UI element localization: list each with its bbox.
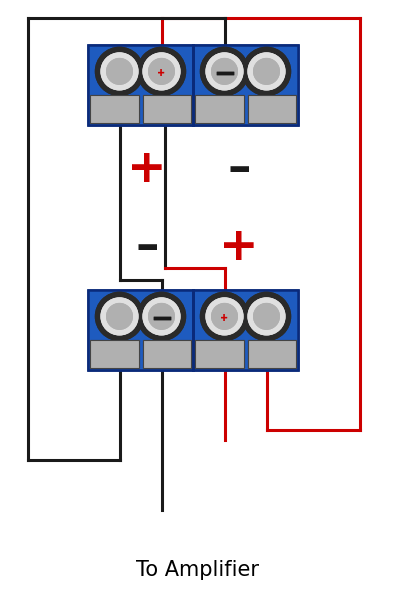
- Circle shape: [149, 59, 174, 84]
- Bar: [247, 95, 296, 123]
- Circle shape: [212, 59, 237, 84]
- Circle shape: [212, 304, 237, 329]
- Bar: [143, 340, 191, 368]
- Bar: [195, 340, 243, 368]
- Circle shape: [254, 59, 279, 84]
- Circle shape: [254, 304, 279, 329]
- Circle shape: [96, 47, 143, 95]
- Bar: [247, 340, 296, 368]
- Bar: [193, 45, 298, 125]
- Circle shape: [101, 53, 138, 90]
- Circle shape: [137, 292, 185, 340]
- Text: +: +: [220, 313, 229, 323]
- Circle shape: [254, 59, 279, 84]
- Text: –: –: [227, 148, 251, 193]
- Circle shape: [101, 298, 138, 335]
- Bar: [90, 95, 139, 123]
- Circle shape: [206, 298, 243, 335]
- Circle shape: [107, 304, 132, 329]
- Circle shape: [206, 298, 243, 335]
- Circle shape: [243, 47, 291, 95]
- Circle shape: [248, 53, 285, 90]
- Circle shape: [143, 298, 180, 335]
- Bar: [143, 95, 191, 123]
- Bar: [195, 340, 243, 368]
- Circle shape: [200, 292, 249, 340]
- Bar: [88, 45, 193, 125]
- Circle shape: [254, 304, 279, 329]
- Bar: [88, 290, 193, 370]
- Bar: [88, 290, 193, 370]
- Circle shape: [206, 53, 243, 90]
- Text: +: +: [220, 313, 229, 323]
- Text: +: +: [158, 68, 166, 79]
- Circle shape: [149, 304, 174, 329]
- Circle shape: [143, 53, 180, 90]
- Text: To Amplifier: To Amplifier: [137, 560, 260, 580]
- Bar: [193, 45, 298, 125]
- Circle shape: [96, 292, 143, 340]
- Circle shape: [107, 59, 132, 84]
- Circle shape: [248, 298, 285, 335]
- Circle shape: [101, 53, 138, 90]
- Text: +: +: [127, 148, 167, 193]
- Circle shape: [96, 292, 143, 340]
- Circle shape: [248, 53, 285, 90]
- Circle shape: [248, 298, 285, 335]
- Circle shape: [243, 292, 291, 340]
- Bar: [195, 95, 243, 123]
- Bar: [90, 95, 139, 123]
- Circle shape: [243, 292, 291, 340]
- Text: +: +: [158, 68, 166, 79]
- Circle shape: [143, 298, 180, 335]
- Circle shape: [137, 47, 185, 95]
- Circle shape: [137, 47, 185, 95]
- Circle shape: [107, 59, 132, 84]
- Circle shape: [149, 304, 174, 329]
- Bar: [90, 340, 139, 368]
- Circle shape: [206, 53, 243, 90]
- Circle shape: [96, 47, 143, 95]
- Bar: [143, 340, 191, 368]
- Bar: [143, 95, 191, 123]
- Text: +: +: [220, 226, 259, 271]
- Text: –: –: [135, 226, 158, 271]
- Bar: [88, 45, 193, 125]
- Circle shape: [137, 292, 185, 340]
- Circle shape: [149, 59, 174, 84]
- Bar: [193, 290, 298, 370]
- Bar: [195, 95, 243, 123]
- Bar: [247, 95, 296, 123]
- Circle shape: [200, 47, 249, 95]
- Circle shape: [243, 47, 291, 95]
- Circle shape: [143, 53, 180, 90]
- Circle shape: [212, 304, 237, 329]
- Circle shape: [200, 292, 249, 340]
- Circle shape: [212, 59, 237, 84]
- Bar: [90, 340, 139, 368]
- Bar: [247, 340, 296, 368]
- Bar: [193, 290, 298, 370]
- Circle shape: [101, 298, 138, 335]
- Circle shape: [107, 304, 132, 329]
- Circle shape: [200, 47, 249, 95]
